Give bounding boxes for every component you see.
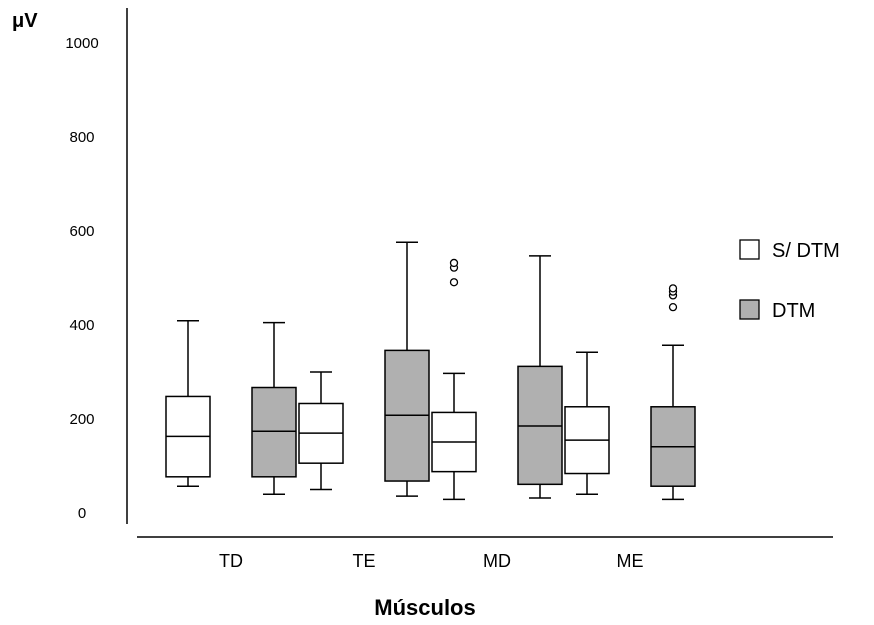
y-tick-label: 800 [69, 129, 94, 146]
category-label: MD [483, 551, 511, 571]
iqr-box [251, 386, 297, 478]
box-md-dtm [517, 255, 563, 499]
y-tick-label: 200 [69, 411, 94, 428]
legend: S/ DTM DTM [739, 239, 840, 322]
legend-swatch [739, 299, 760, 320]
legend-swatch [739, 239, 760, 260]
category-labels: TD TE MD ME [219, 551, 644, 571]
outlier-point [449, 278, 459, 287]
box-td-s-dtm [165, 320, 211, 487]
box-me-s-dtm [564, 351, 610, 495]
box-td-dtm [251, 321, 297, 495]
category-label: TD [219, 551, 243, 571]
outlier-point [668, 302, 678, 312]
outlier-point [668, 284, 678, 293]
y-tick-label: 600 [69, 223, 94, 240]
outlier-point [449, 258, 459, 268]
legend-label: DTM [772, 300, 815, 322]
box-te-s-dtm [298, 371, 344, 491]
y-axis: μV [12, 8, 128, 524]
box-te-dtm [384, 241, 430, 497]
y-tick-label: 0 [78, 505, 86, 522]
y-tick-label: 400 [69, 317, 94, 334]
y-tick-labels: 0 200 400 600 800 1000 [65, 35, 98, 522]
box-md-s-dtm [431, 258, 477, 501]
legend-label: S/ DTM [772, 240, 840, 262]
category-label: ME [617, 551, 644, 571]
x-axis: Músculos [137, 536, 833, 620]
plot-area [165, 241, 696, 501]
x-axis-label: Músculos [374, 595, 475, 620]
y-axis-label: μV [12, 10, 38, 32]
box-me-dtm [650, 284, 696, 501]
category-label: TE [352, 551, 375, 571]
y-tick-label: 1000 [65, 35, 98, 52]
